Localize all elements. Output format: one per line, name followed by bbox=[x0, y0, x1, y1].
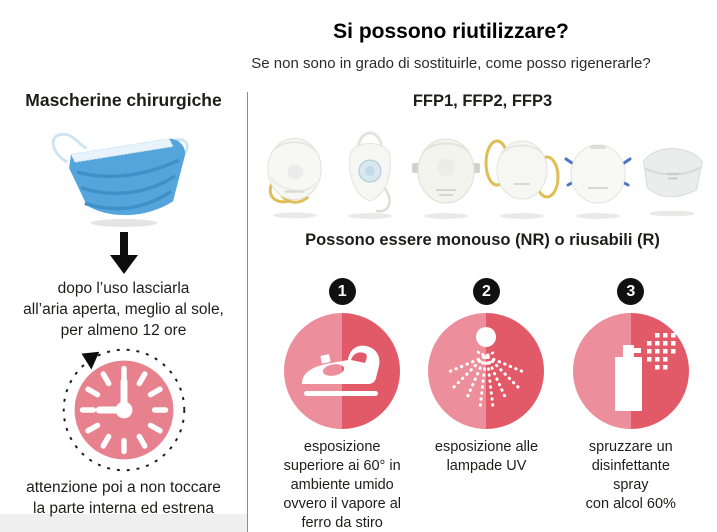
step-spray: 3 spruzzare bbox=[559, 278, 703, 532]
step-1-badge: 1 bbox=[328, 278, 356, 305]
spray-icon bbox=[614, 333, 676, 411]
step-1-caption: esposizione superiore ai 60° in ambiente… bbox=[283, 439, 401, 531]
step-uv-lamp: 2 bbox=[414, 278, 558, 532]
uv-lamp-icon bbox=[444, 327, 528, 410]
footer-strip bbox=[0, 514, 247, 532]
step-3-circle bbox=[572, 313, 689, 429]
step-3-badge: 3 bbox=[617, 278, 645, 305]
header: Si possono riutilizzare? Se non sono in … bbox=[185, 20, 717, 72]
surgical-masks-section: Mascherine chirurgiche dopo l’uso lascia… bbox=[0, 88, 247, 519]
ffp-mask-cup-yellow-loop-straps bbox=[484, 139, 560, 219]
step-iron: 1 esposizione superiore ai 60° in ambien… bbox=[270, 278, 414, 532]
ffp-mask-valve-white-strap bbox=[348, 131, 392, 219]
down-arrow-icon bbox=[106, 232, 142, 274]
page-title: Si possono riutilizzare? bbox=[333, 20, 569, 43]
page-subtitle: Se non sono in grado di sostituirle, com… bbox=[251, 55, 651, 72]
ffp-mask-flat-fold bbox=[643, 148, 703, 217]
step-2-caption: esposizione alle lampade UV bbox=[434, 439, 539, 474]
warning-text: attenzione poi a non toccare la parte in… bbox=[26, 479, 221, 517]
after-use-instructions: dopo l’uso lasciarla all’aria aperta, me… bbox=[23, 280, 224, 339]
ffp-mask-cup-blue-straps bbox=[564, 144, 632, 219]
step-2-badge: 2 bbox=[472, 278, 500, 305]
surgical-masks-title: Mascherine chirurgiche bbox=[25, 90, 222, 110]
monouso-title: Possono essere monouso (NR) o riusabili … bbox=[305, 231, 660, 249]
step-2-circle bbox=[428, 313, 545, 429]
step-3-caption: spruzzare un disinfettante spray con alc… bbox=[585, 439, 676, 512]
ffp-masks-row bbox=[257, 115, 708, 221]
steps-row: 1 esposizione superiore ai 60° in ambien… bbox=[248, 278, 717, 532]
surgical-mask-icon bbox=[51, 132, 189, 227]
step-1-circle bbox=[284, 313, 401, 429]
ffp-masks-section: FFP1, FFP2, FFP3 bbox=[248, 88, 717, 532]
ffp-mask-cup-side-clips bbox=[412, 138, 480, 219]
ffp-title: FFP1, FFP2, FFP3 bbox=[412, 92, 553, 110]
iron-icon bbox=[302, 345, 380, 396]
clock-rotation-icon bbox=[62, 348, 185, 472]
ffp-mask-cup-yellow-headstraps bbox=[267, 137, 322, 219]
column-divider bbox=[247, 92, 248, 532]
